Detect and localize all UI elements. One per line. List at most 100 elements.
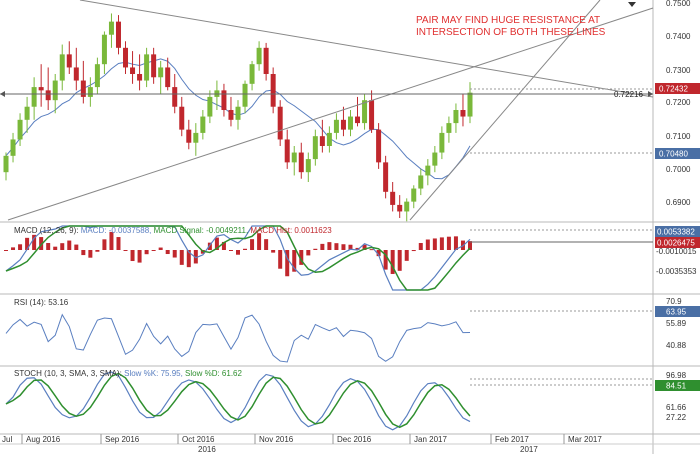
x-month-label: Jul xyxy=(2,435,12,444)
stoch-tag xyxy=(655,380,700,391)
macd-hist-bar xyxy=(207,242,212,250)
candle-body xyxy=(228,110,234,120)
macd-hist-bar xyxy=(67,240,72,250)
macd-hist-bar xyxy=(123,250,128,251)
rsi-line xyxy=(5,313,471,363)
candle-body xyxy=(87,87,93,97)
macd-hist-bar xyxy=(46,243,51,250)
candle-body xyxy=(108,21,114,35)
macd-hist-bar xyxy=(4,250,8,251)
macd-legend-hist: MACD Hist: 0.0011623 xyxy=(248,226,332,235)
macd-legend-signal: MACD Signal: -0.0049211, xyxy=(151,226,248,235)
y-tick-label: 0.7300 xyxy=(666,66,691,75)
macd-hist-bar xyxy=(144,250,149,255)
stoch-tag-label: 84.51 xyxy=(666,382,687,391)
candle-body xyxy=(355,116,361,124)
macd-y-tick: -0.0010015 xyxy=(656,247,697,256)
rsi-legend: RSI (14): 53.16 xyxy=(14,298,69,307)
macd-legend: MACD (12, 26, 9): MACD: -0.0037588, MACD… xyxy=(14,226,332,235)
candle-body xyxy=(179,106,185,130)
macd-tag-2 xyxy=(655,237,700,248)
candle-body xyxy=(242,83,248,107)
price-tag-ma-label: 0.70480 xyxy=(659,150,688,159)
macd-hist-bar xyxy=(243,248,248,250)
candle-body xyxy=(66,54,72,68)
macd-hist-bar xyxy=(362,244,367,250)
macd-hist-bar xyxy=(60,243,65,250)
candle-body xyxy=(115,21,121,48)
x-month-label: Oct 2016 xyxy=(182,435,215,444)
candle-body xyxy=(123,47,129,68)
macd-hist-bar xyxy=(250,239,255,250)
macd-tag-1 xyxy=(655,226,700,237)
y-tick-label: 0.7100 xyxy=(666,132,691,141)
candle-body xyxy=(151,54,157,78)
candle-body xyxy=(3,155,9,173)
candle-body xyxy=(24,106,30,120)
macd-hist-bar xyxy=(172,250,177,258)
price-tag-current-label: 0.72432 xyxy=(659,85,688,94)
ascending-trendline xyxy=(7,7,654,221)
candle-body xyxy=(235,106,241,120)
candle-body xyxy=(80,80,86,97)
candle-body xyxy=(73,67,79,81)
candle-body xyxy=(467,92,473,117)
y-tick-label: 0.6900 xyxy=(666,198,691,207)
candle-body xyxy=(425,165,431,176)
rsi-y-tick: 55.89 xyxy=(666,319,687,328)
scroll-marker-icon[interactable] xyxy=(628,2,636,7)
x-month-label: Aug 2016 xyxy=(26,435,61,444)
price-panel xyxy=(0,0,654,222)
candle-body xyxy=(404,201,410,212)
candle-body xyxy=(101,34,107,65)
macd-hist-bar xyxy=(109,231,114,250)
y-tick-label: 0.7400 xyxy=(666,32,691,41)
price-tag-ma xyxy=(655,148,700,159)
x-month-label: Jan 2017 xyxy=(414,435,447,444)
macd-hist-bar xyxy=(95,250,100,252)
stoch-y-tick: 61.66 xyxy=(666,403,687,412)
rsi-y-tick: 40.88 xyxy=(666,341,687,350)
macd-hist-bar xyxy=(53,246,58,250)
macd-hist-bar xyxy=(453,236,458,250)
macd-hist-bar xyxy=(74,244,79,250)
macd-hist-bar xyxy=(221,241,226,250)
descending-trendline xyxy=(79,0,654,98)
stoch-panel xyxy=(5,371,653,431)
rsi-tag-label: 63.95 xyxy=(666,308,687,317)
x-month-label: Feb 2017 xyxy=(495,435,529,444)
candle-body xyxy=(186,129,192,143)
macd-hist-bar xyxy=(446,236,451,250)
macd-hist-bar xyxy=(299,250,304,265)
candle-body xyxy=(249,64,255,84)
macd-hist-bar xyxy=(32,234,37,250)
stoch-legend: STOCH (10, 3, SMA, 3, SMA): Slow %K: 75.… xyxy=(14,369,243,378)
candle-body xyxy=(59,54,65,81)
candle-body xyxy=(291,152,297,163)
macd-hist-bar xyxy=(236,250,240,255)
candle-body xyxy=(144,54,150,81)
candle-body xyxy=(298,152,304,173)
rsi-tag xyxy=(655,306,700,317)
macd-legend-title: MACD (12, 26, 9): xyxy=(14,226,78,235)
candle-body xyxy=(333,119,339,133)
candle-body xyxy=(362,100,368,124)
macd-hist-bar xyxy=(25,237,30,250)
candle-body xyxy=(305,159,311,173)
macd-hist-bar xyxy=(186,250,191,268)
x-axis xyxy=(21,434,565,444)
rsi-y-tick: 70.9 xyxy=(666,297,682,306)
stoch-y-tick: 96.98 xyxy=(666,371,687,380)
x-month-label: Mar 2017 xyxy=(568,435,602,444)
candle-body xyxy=(326,132,332,146)
candle-body xyxy=(319,136,325,146)
candle-body xyxy=(200,116,206,133)
candle-body xyxy=(52,80,58,101)
candle-body xyxy=(312,136,318,160)
macd-hist-bar xyxy=(278,250,283,269)
macd-hist-bar xyxy=(383,250,388,270)
macd-hist-bar xyxy=(151,250,156,251)
stoch-legend-k: Slow %K: 75.95, xyxy=(122,369,183,378)
level-right-arrow-icon xyxy=(648,91,653,97)
